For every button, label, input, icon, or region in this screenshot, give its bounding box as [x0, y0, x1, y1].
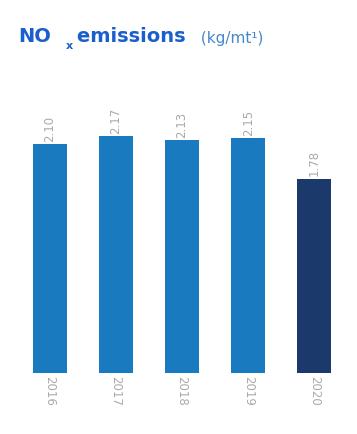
Bar [99, 136, 133, 373]
Text: 2.15: 2.15 [242, 110, 255, 136]
Text: 2.13: 2.13 [176, 112, 188, 138]
Text: x: x [66, 41, 73, 51]
Text: 2.17: 2.17 [110, 108, 122, 134]
Text: 1.78: 1.78 [308, 150, 321, 177]
Bar [33, 144, 67, 373]
Text: 2.10: 2.10 [44, 115, 56, 141]
Bar [231, 138, 265, 373]
Bar [165, 141, 199, 373]
Bar [297, 179, 331, 373]
Text: emissions: emissions [73, 26, 186, 46]
Text: NO: NO [18, 26, 51, 46]
Text: (kg/mt¹): (kg/mt¹) [196, 30, 264, 46]
